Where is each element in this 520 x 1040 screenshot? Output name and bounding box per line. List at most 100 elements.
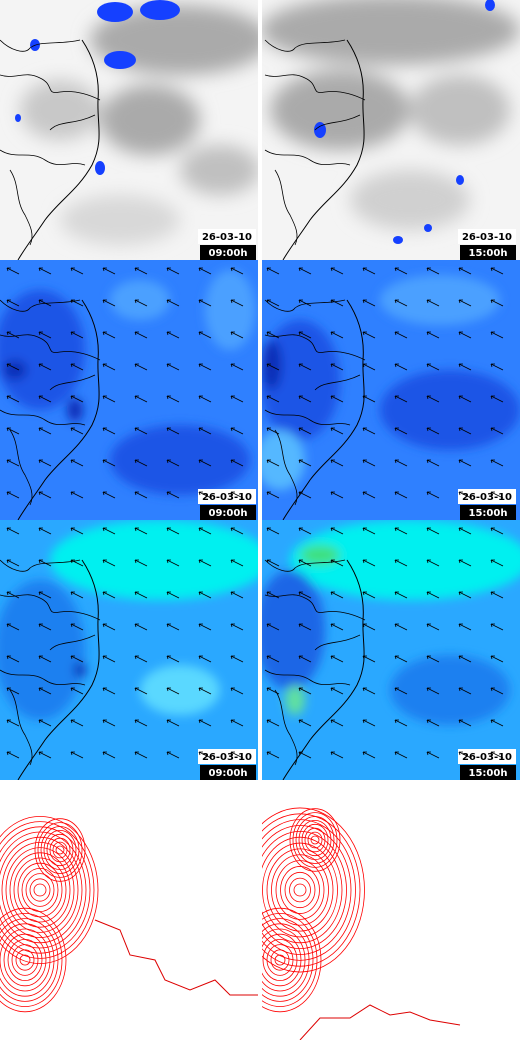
wind-arrow: [134, 751, 148, 759]
wind-arrow: [458, 491, 472, 499]
contour: [33, 883, 47, 897]
wind-arrow: [330, 459, 344, 467]
wind-arrow: [330, 751, 344, 759]
wind-arrow: [230, 591, 244, 599]
wind-arrow: [458, 331, 472, 339]
wind-arrow: [102, 719, 116, 727]
wind-arrow: [134, 267, 148, 275]
wind-arrow: [426, 623, 440, 631]
wind-arrow: [330, 427, 344, 435]
contour: [284, 871, 316, 909]
wind-arrow: [6, 591, 20, 599]
contour: [289, 877, 311, 903]
wind-arrow: [394, 623, 408, 631]
contour: [292, 812, 338, 868]
wind-arrow: [394, 459, 408, 467]
wind-arrow: [102, 299, 116, 307]
separator: [258, 0, 262, 1040]
wind-arrow: [198, 751, 212, 759]
wind-arrow: [298, 363, 312, 371]
wind-arrow: [330, 267, 344, 275]
wind-arrow: [298, 527, 312, 535]
wind-arrow: [102, 591, 116, 599]
wind-arrow: [298, 267, 312, 275]
wind-arrow: [490, 559, 504, 567]
contour: [34, 818, 86, 882]
wind-arrow: [198, 623, 212, 631]
wind-arrow: [102, 655, 116, 663]
wind-arrow: [198, 363, 212, 371]
wind-arrow: [362, 687, 376, 695]
contour: [40, 826, 80, 874]
time-box: [460, 765, 516, 780]
wind-arrow: [166, 395, 180, 403]
wind-arrow: [38, 331, 52, 339]
wind-arrow: [230, 459, 244, 467]
wind-arrow: [230, 719, 244, 727]
wind-arrow: [266, 331, 280, 339]
wind-arrow: [6, 267, 20, 275]
wind-arrow: [230, 655, 244, 663]
date-box: [458, 489, 516, 504]
wind-arrow: [330, 395, 344, 403]
wind-arrow: [70, 623, 84, 631]
wind-arrow: [230, 427, 244, 435]
wind-arrow: [266, 299, 280, 307]
contour: [11, 944, 39, 976]
wind-arrow: [330, 299, 344, 307]
wind-arrow: [198, 459, 212, 467]
date-box: [458, 749, 516, 764]
wind-arrow: [394, 491, 408, 499]
wind-arrow: [230, 491, 244, 499]
wind-arrow: [230, 267, 244, 275]
contour: [260, 907, 322, 1013]
contour: [5, 847, 75, 933]
wind-arrow: [230, 395, 244, 403]
wind-arrow: [38, 363, 52, 371]
date-label: 26-03-10: [462, 752, 512, 763]
wind-arrow: [458, 623, 472, 631]
wind-arrow: [266, 655, 280, 663]
wind-arrow: [166, 719, 180, 727]
wind-arrow: [6, 559, 20, 567]
wind-arrow: [330, 491, 344, 499]
wind-arrow: [134, 591, 148, 599]
wind-arrow: [394, 687, 408, 695]
contour: [260, 807, 365, 973]
wind-arrow: [198, 331, 212, 339]
wind-arrow: [70, 559, 84, 567]
wind-arrow: [102, 267, 116, 275]
date-box: [198, 489, 256, 504]
wind-arrow: [458, 655, 472, 663]
date-label: 26-03-10: [202, 752, 252, 763]
wind-arrow: [134, 623, 148, 631]
time-label: 09:00h: [209, 248, 248, 259]
wind-arrow: [266, 623, 280, 631]
wind-arrow: [330, 719, 344, 727]
wind-arrow: [458, 687, 472, 695]
date-box: [198, 749, 256, 764]
contour: [260, 813, 361, 967]
wind-arrow: [230, 299, 244, 307]
contour: [260, 923, 310, 997]
wind-arrow: [38, 395, 52, 403]
wind-arrow: [298, 719, 312, 727]
contour: [0, 928, 51, 992]
wind-arrow: [298, 687, 312, 695]
wind-arrow: [70, 395, 84, 403]
wind-arrow: [166, 331, 180, 339]
contour: [280, 866, 320, 914]
wind-arrow: [298, 299, 312, 307]
cloud-panel: [0, 0, 260, 260]
wind-arrow: [6, 751, 20, 759]
wind-arrow: [458, 559, 472, 567]
wind-arrow: [266, 719, 280, 727]
wind-arrow: [166, 687, 180, 695]
contour: [260, 933, 302, 987]
wind-arrow: [70, 687, 84, 695]
wind-arrow: [134, 527, 148, 535]
wind-arrow: [70, 591, 84, 599]
wind-arrow: [266, 459, 280, 467]
wind-arrow: [490, 427, 504, 435]
